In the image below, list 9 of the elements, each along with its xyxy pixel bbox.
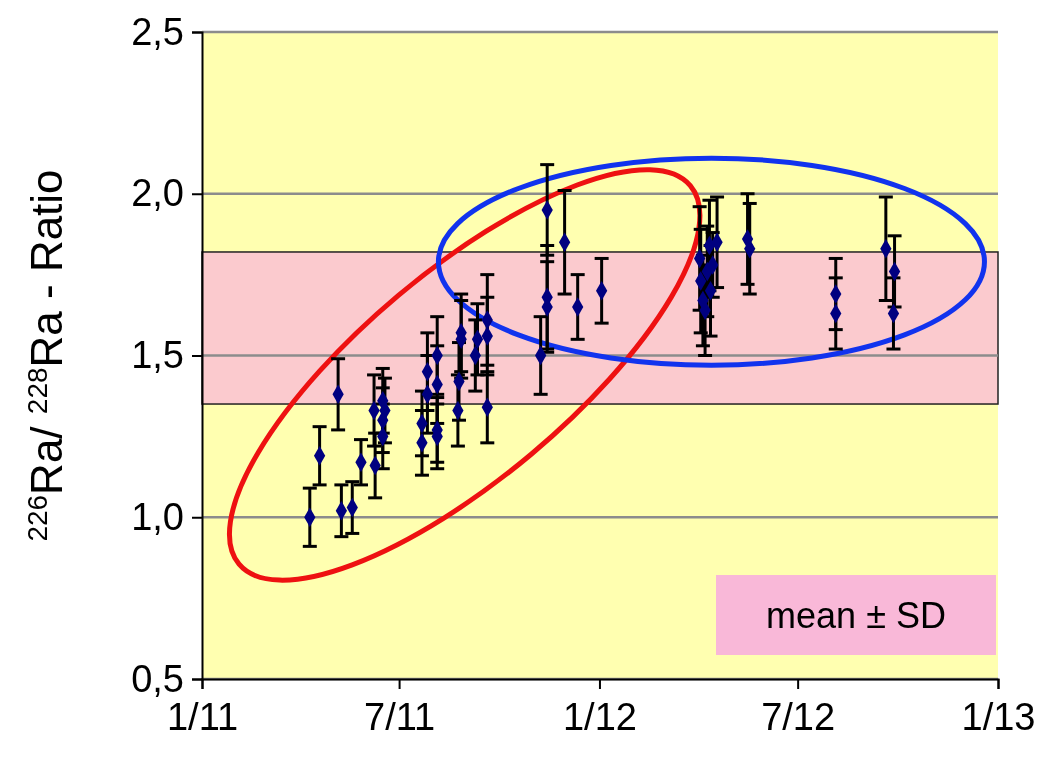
- x-tick-label: 1/13: [961, 695, 1036, 738]
- x-tick-label: 7/12: [761, 695, 836, 738]
- y-tick-label: 1,0: [131, 495, 184, 538]
- y-tick-label: 1,5: [131, 334, 184, 377]
- y-tick-label: 2,5: [131, 10, 184, 53]
- x-tick-label: 1/12: [562, 695, 637, 738]
- y-tick-label: 2,0: [131, 172, 184, 215]
- band-label: mean ± SD: [766, 595, 946, 636]
- x-tick-label: 7/11: [364, 695, 436, 738]
